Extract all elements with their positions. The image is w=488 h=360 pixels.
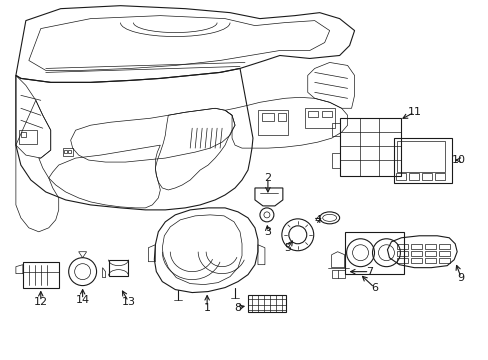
Text: 3: 3 xyxy=(264,227,271,237)
Bar xyxy=(23,262,59,288)
Bar xyxy=(410,244,422,249)
Text: 8: 8 xyxy=(234,302,241,312)
Bar xyxy=(67,150,71,153)
Bar xyxy=(396,173,406,180)
Text: 6: 6 xyxy=(370,283,377,293)
Text: 9: 9 xyxy=(457,273,464,283)
Text: 12: 12 xyxy=(34,297,48,306)
Bar xyxy=(394,138,451,183)
Text: 1: 1 xyxy=(203,302,210,312)
Bar xyxy=(21,132,26,137)
Bar xyxy=(408,173,419,180)
Bar xyxy=(277,113,285,121)
Bar xyxy=(397,251,407,256)
Bar xyxy=(397,141,444,172)
Bar xyxy=(397,258,407,263)
Text: 13: 13 xyxy=(121,297,135,306)
Text: 11: 11 xyxy=(407,107,421,117)
Bar xyxy=(434,173,444,180)
Bar xyxy=(63,150,66,153)
Bar xyxy=(19,130,37,144)
Text: 2: 2 xyxy=(264,173,271,183)
Bar xyxy=(62,148,73,156)
Bar xyxy=(344,232,404,274)
Bar xyxy=(438,244,449,249)
Bar xyxy=(410,251,422,256)
Bar xyxy=(339,118,401,176)
Bar xyxy=(247,294,285,312)
Bar xyxy=(425,258,435,263)
Text: 7: 7 xyxy=(365,267,372,276)
Text: 5: 5 xyxy=(284,243,291,253)
Bar xyxy=(410,258,422,263)
Bar xyxy=(304,108,334,128)
Bar xyxy=(108,260,128,276)
Bar xyxy=(425,244,435,249)
Bar xyxy=(425,251,435,256)
Bar xyxy=(331,270,344,278)
Bar xyxy=(397,244,407,249)
Bar xyxy=(422,173,431,180)
Bar xyxy=(258,110,287,135)
Bar xyxy=(438,251,449,256)
Text: 4: 4 xyxy=(313,215,321,225)
Bar xyxy=(321,111,331,117)
Bar xyxy=(438,258,449,263)
Text: 14: 14 xyxy=(76,294,89,305)
Text: 10: 10 xyxy=(451,155,465,165)
Bar xyxy=(307,111,317,117)
Bar xyxy=(262,113,273,121)
